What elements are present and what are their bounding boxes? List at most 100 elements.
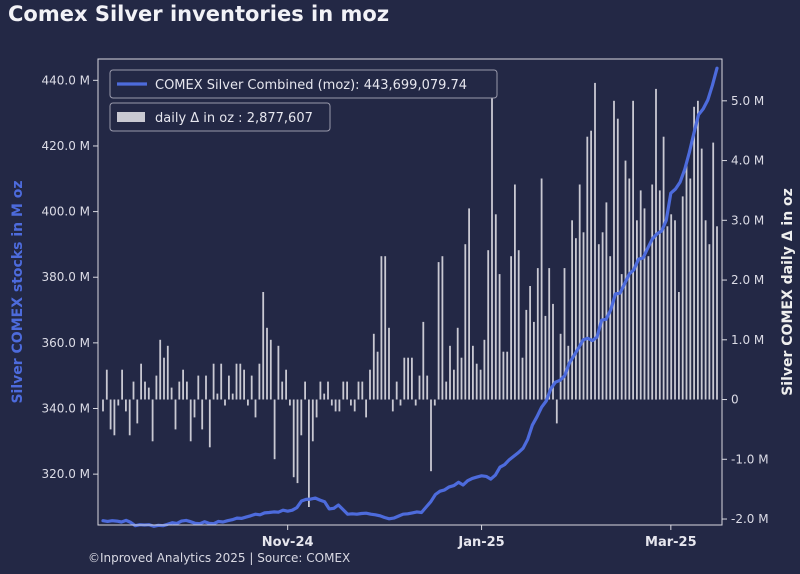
- delta-bar: [460, 357, 463, 400]
- delta-bar: [491, 82, 493, 400]
- delta-bar: [586, 136, 589, 400]
- plot-frame: [97, 58, 723, 526]
- delta-bar: [453, 369, 455, 400]
- delta-bar: [639, 190, 642, 400]
- chart-title: Comex Silver inventories in moz: [8, 2, 390, 26]
- delta-bar: [479, 369, 482, 400]
- delta-bar: [670, 214, 673, 400]
- delta-bar: [166, 345, 169, 400]
- delta-bar: [422, 321, 425, 400]
- delta-bar: [674, 220, 676, 400]
- delta-bar: [273, 399, 276, 460]
- delta-bar: [262, 292, 265, 400]
- delta-bar: [716, 226, 718, 400]
- delta-bar: [594, 82, 596, 400]
- legend-line-label: COMEX Silver Combined (moz): 443,699,079…: [155, 78, 467, 93]
- x-tick-label: Nov-24: [262, 535, 314, 550]
- delta-bar: [228, 375, 230, 400]
- delta-bar: [289, 399, 291, 406]
- delta-bar: [552, 303, 554, 400]
- legend: COMEX Silver Combined (moz): 443,699,079…: [109, 69, 498, 132]
- delta-bar: [193, 399, 196, 418]
- y2-tick-label: 4.0 M: [731, 154, 764, 168]
- delta-bar: [189, 399, 192, 442]
- y-tick-label: 400.0 M: [41, 205, 90, 219]
- delta-bar: [601, 232, 604, 400]
- delta-bar: [323, 393, 326, 400]
- delta-bar: [662, 136, 665, 400]
- delta-bar: [388, 327, 390, 400]
- delta-bar: [220, 363, 223, 400]
- delta-bar: [571, 220, 573, 400]
- delta-bar: [494, 214, 497, 400]
- footer-source: ©Inproved Analytics 2025 | Source: COMEX: [88, 551, 351, 565]
- inventory-line: [101, 66, 719, 528]
- delta-bar: [216, 393, 219, 400]
- delta-bar: [292, 399, 295, 478]
- delta-bar: [380, 256, 383, 400]
- delta-bar: [517, 250, 520, 400]
- delta-bar: [685, 160, 688, 400]
- delta-bar: [613, 100, 615, 400]
- delta-bar: [582, 232, 585, 400]
- delta-bar: [212, 363, 215, 400]
- delta-bar: [239, 363, 242, 400]
- delta-bar: [628, 178, 631, 400]
- delta-bar: [121, 369, 123, 400]
- delta-bar: [376, 351, 379, 400]
- delta-bar: [544, 315, 547, 400]
- delta-bar: [712, 142, 715, 400]
- delta-bar: [414, 399, 417, 406]
- delta-bar: [418, 375, 421, 400]
- delta-bar: [174, 399, 177, 430]
- delta-bar: [647, 256, 650, 400]
- delta-bar: [300, 399, 303, 436]
- delta-bar: [342, 381, 345, 400]
- delta-bar: [125, 399, 127, 412]
- delta-bar: [407, 357, 409, 400]
- delta-bar: [483, 339, 486, 400]
- delta-bar: [304, 381, 306, 400]
- delta-bar: [437, 262, 440, 400]
- legend-bar-label: daily Δ in oz : 2,877,607: [155, 111, 313, 126]
- delta-bar: [430, 399, 432, 472]
- delta-bar: [441, 256, 444, 400]
- delta-bar: [575, 238, 577, 400]
- delta-bar: [357, 381, 360, 400]
- delta-bar: [105, 369, 108, 400]
- y-tick-label: 360.0 M: [41, 336, 90, 350]
- delta-bar: [243, 369, 245, 400]
- delta-bar: [578, 184, 581, 400]
- delta-bar: [655, 88, 657, 400]
- delta-bar: [487, 250, 490, 400]
- delta-bar: [102, 399, 104, 412]
- delta-bar: [170, 387, 173, 400]
- delta-bar: [651, 184, 654, 400]
- delta-bar: [426, 375, 429, 400]
- delta-bar: [403, 357, 406, 400]
- delta-bar: [208, 399, 211, 448]
- y-tick-label: 340.0 M: [41, 402, 90, 416]
- delta-bar: [155, 375, 158, 400]
- delta-bar: [464, 244, 467, 400]
- delta-bar: [338, 399, 341, 412]
- delta-bar: [369, 369, 371, 400]
- delta-bar: [186, 381, 188, 400]
- delta-bar: [353, 399, 356, 412]
- legend-box-bars: [109, 102, 331, 132]
- delta-bar: [144, 381, 146, 400]
- delta-bar: [689, 178, 692, 400]
- delta-bar: [658, 190, 661, 400]
- delta-bar: [182, 369, 184, 400]
- y2-tick-label: 5.0 M: [731, 94, 764, 108]
- delta-bar: [128, 399, 131, 436]
- y2-tick-label: 1.0 M: [731, 333, 764, 347]
- delta-bar: [281, 381, 284, 400]
- delta-bar: [533, 321, 535, 400]
- delta-bar: [590, 130, 592, 400]
- delta-bar: [536, 268, 539, 400]
- delta-bar: [296, 399, 299, 484]
- delta-bar: [136, 399, 139, 424]
- delta-bar: [159, 339, 162, 400]
